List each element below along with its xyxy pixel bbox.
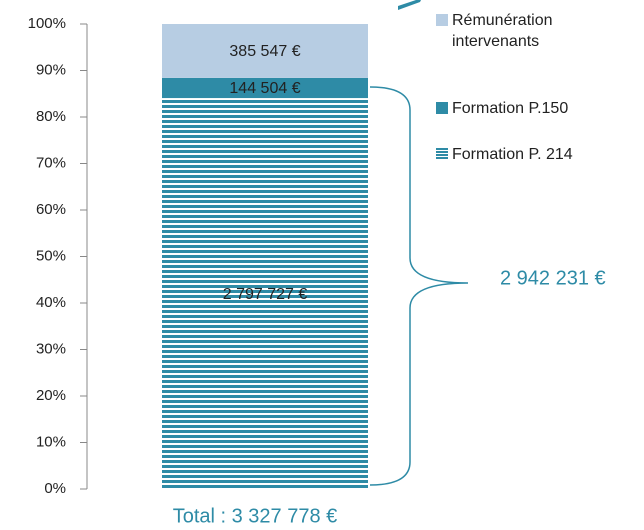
decor: [398, 0, 421, 10]
y-tick-label: 50%: [36, 247, 66, 264]
y-tick-label: 0%: [44, 480, 66, 497]
y-tick-label: 30%: [36, 340, 66, 357]
y-tick-label: 70%: [36, 154, 66, 171]
legend-label: Rémunération intervenants: [452, 12, 553, 50]
legend-swatch: [436, 148, 448, 160]
legend-item: Rémunération intervenants: [436, 10, 606, 52]
data-label: 385 547 €: [229, 43, 300, 60]
legend-swatch: [436, 102, 448, 114]
y-tick-label: 100%: [28, 15, 66, 32]
bracket-label: 2 942 231 €: [500, 267, 606, 289]
data-label: 2 797 727 €: [223, 286, 308, 303]
bar-segment: [162, 77, 368, 99]
y-tick-label: 60%: [36, 201, 66, 218]
y-tick-label: 40%: [36, 294, 66, 311]
legend-label: Formation P. 214: [452, 146, 573, 163]
legend-label: Formation P.150: [452, 100, 569, 117]
bar-segment: [162, 24, 368, 78]
legend-item: Formation P.150: [436, 98, 606, 119]
legend-item: Formation P. 214: [436, 144, 606, 165]
total-label: Total : 3 327 778 €: [173, 505, 338, 527]
y-tick-label: 80%: [36, 108, 66, 125]
bar-segment: [162, 98, 368, 489]
y-tick-label: 20%: [36, 387, 66, 404]
legend-swatch: [436, 14, 448, 26]
y-tick-label: 10%: [36, 433, 66, 450]
bracket: [369, 86, 469, 486]
y-tick-label: 90%: [36, 61, 66, 78]
data-label: 144 504 €: [229, 80, 300, 97]
